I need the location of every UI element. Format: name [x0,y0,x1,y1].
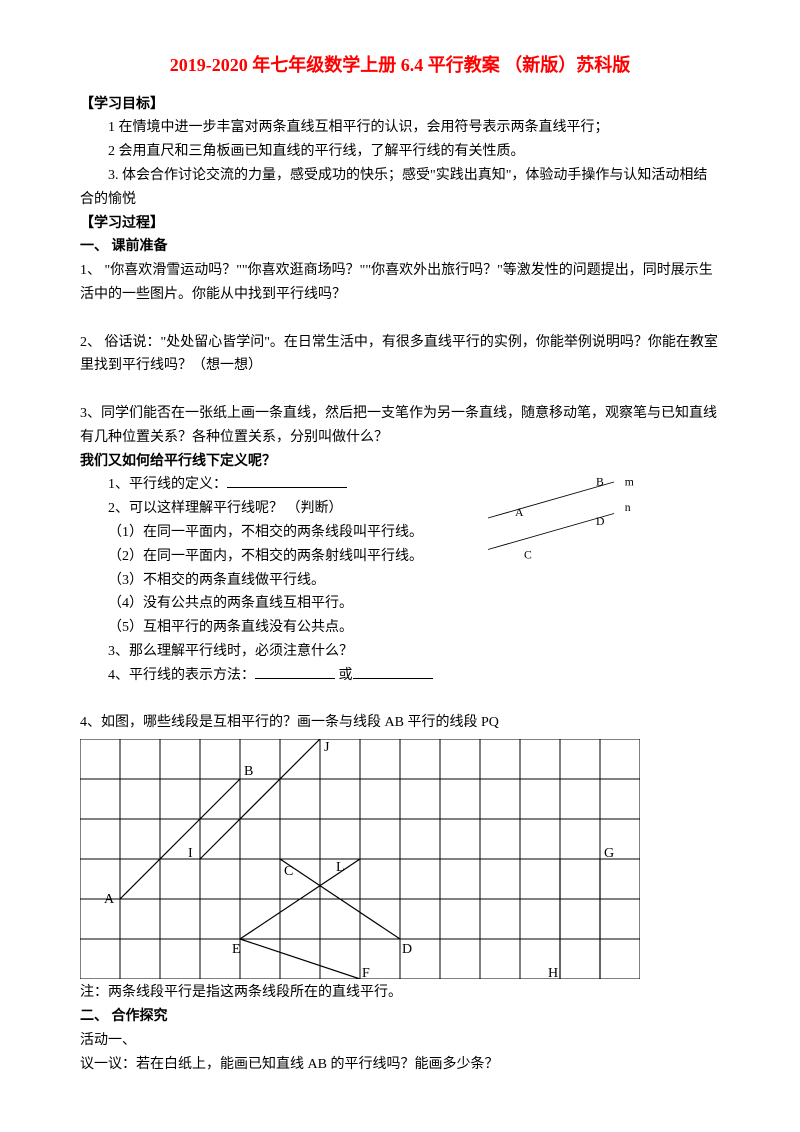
label-m: m [625,476,634,489]
label-n: n [625,501,631,514]
grid-G: G [604,846,614,861]
grid-E: E [232,942,241,957]
question-4: 4、如图，哪些线段是互相平行的？画一条与线段 AB 平行的线段 PQ [80,711,720,735]
grid-D: D [402,942,412,957]
grid-H: H [548,966,558,979]
discuss-1: 议一议：若在白纸上，能画已知直线 AB 的平行线吗？能画多少条？ [80,1053,720,1077]
grid-J: J [324,740,330,755]
goal-2: 2 会用直尺和三角板画已知直线的平行线，了解平行线的有关性质。 [80,140,720,164]
page-title: 2019-2020 年七年级数学上册 6.4 平行教案 （新版）苏科版 [80,50,720,81]
grid-C: C [284,864,293,879]
judge-4: （4）没有公共点的两条直线互相平行。 [80,592,720,616]
grid-I: I [188,846,193,861]
blank-def1 [227,474,347,488]
parallel-lines-diagram: A B m C D n [460,473,660,563]
label-C: C [524,549,532,562]
goal-1: 1 在情境中进一步丰富对两条直线互相平行的认识，会用符号表示两条直线平行； [80,116,720,140]
activity-1: 活动一、 [80,1029,720,1053]
goal-3: 3. 体会合作讨论交流的力量，感受成功的快乐；感受"实践出真知"，体验动手操作与… [80,164,720,212]
question-1: 1、 "你喜欢滑雪运动吗？""你喜欢逛商场吗？""你喜欢外出旅行吗？"等激发性的… [80,259,720,307]
def-3: 3、那么理解平行线时，必须注意什么？ [80,640,720,664]
grid-F: F [362,966,370,979]
grid-B: B [244,764,253,779]
judge-3: （3）不相交的两条直线做平行线。 [80,569,720,593]
label-A: A [515,507,524,520]
section-prep-header: 一、 课前准备 [80,235,720,259]
grid-note: 注：两条线段平行是指这两条线段所在的直线平行。 [80,981,720,1005]
grid-diagram: A B I J C D E L F H G [80,739,720,979]
question-3: 3、同学们能否在一张纸上画一条直线，然后把一支笔作为另一条直线，随意移动笔，观察… [80,402,720,450]
def-4: 4、平行线的表示方法： 或 [80,664,720,688]
label-B: B [596,476,604,489]
blank-rep1 [255,665,335,679]
grid-A: A [104,892,115,907]
judge-5: （5）互相平行的两条直线没有公共点。 [80,616,720,640]
blank-rep2 [353,665,433,679]
label-D: D [596,516,604,529]
question-2: 2、 俗话说："处处留心皆学问"。在日常生活中，有很多直线平行的实例，你能举例说… [80,331,720,379]
section-coop-header: 二、 合作探究 [80,1005,720,1029]
section-goals-header: 【学习目标】 [80,93,720,117]
section-process-header: 【学习过程】 [80,212,720,236]
grid-L: L [336,860,345,875]
define-question: 我们又如何给平行线下定义呢？ [80,450,720,474]
